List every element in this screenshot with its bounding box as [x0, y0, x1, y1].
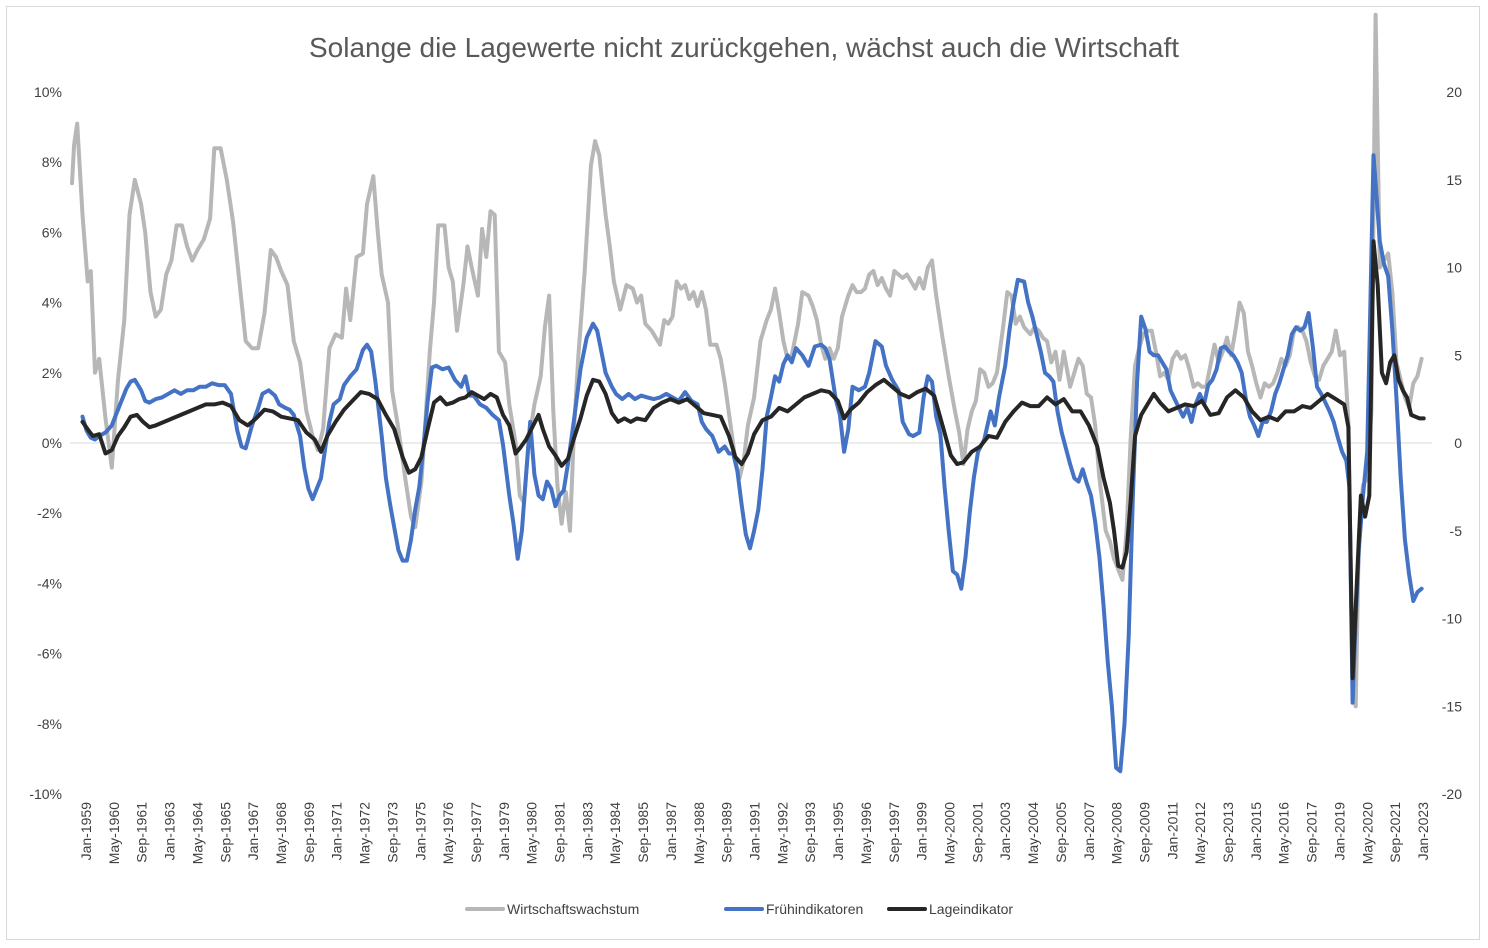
- legend-label: Wirtschaftswachstum: [507, 901, 639, 917]
- x-tick-label: Jan-1999: [914, 802, 930, 861]
- x-tick-label: Jan-1995: [830, 802, 846, 861]
- x-tick-label: May-1964: [189, 802, 205, 864]
- x-tick-label: Sep-1989: [719, 802, 735, 863]
- series-layer: [70, 12, 1426, 774]
- left-tick-label: 10%: [34, 84, 62, 100]
- left-tick-label: 0%: [42, 435, 62, 451]
- x-axis-ticks: Jan-1959 May-1960 Sep-1961 Jan-1963 May-1964…: [78, 802, 1431, 864]
- x-tick-label: Jan-1991: [747, 802, 763, 861]
- x-tick-label: May-2016: [1276, 802, 1292, 864]
- right-tick-label: 0: [1454, 435, 1462, 451]
- series-line-3: [80, 239, 1426, 681]
- legend-label: Lageindikator: [929, 901, 1013, 917]
- x-tick-label: Jan-2007: [1081, 802, 1097, 861]
- x-tick-label: May-1984: [607, 802, 623, 864]
- x-tick-label: Sep-1977: [468, 802, 484, 863]
- x-tick-label: May-1976: [440, 802, 456, 864]
- right-tick-label: -15: [1442, 698, 1462, 714]
- left-tick-label: 2%: [42, 365, 62, 381]
- right-tick-label: -10: [1442, 611, 1462, 627]
- series-line-2: [80, 153, 1424, 774]
- right-tick-label: -20: [1442, 786, 1462, 802]
- right-tick-label: 20: [1446, 84, 1462, 100]
- left-tick-label: 4%: [42, 295, 62, 311]
- x-tick-label: Sep-2021: [1387, 802, 1403, 863]
- left-tick-label: -2%: [37, 505, 62, 521]
- x-tick-label: Jan-2003: [997, 802, 1013, 861]
- x-tick-label: Sep-2013: [1220, 802, 1236, 863]
- right-tick-label: 5: [1454, 347, 1462, 363]
- x-tick-label: Sep-1969: [301, 802, 317, 863]
- x-tick-label: Sep-1973: [384, 802, 400, 863]
- x-tick-label: May-1968: [273, 802, 289, 864]
- x-tick-label: Sep-1993: [802, 802, 818, 863]
- x-tick-label: May-2000: [942, 802, 958, 864]
- right-tick-label: 10: [1446, 260, 1462, 276]
- x-tick-label: May-1992: [774, 802, 790, 864]
- left-tick-label: -6%: [37, 646, 62, 662]
- x-tick-label: May-1988: [691, 802, 707, 864]
- x-tick-label: Jan-1971: [329, 802, 345, 861]
- x-tick-label: Jan-1975: [412, 802, 428, 861]
- left-tick-label: -4%: [37, 575, 62, 591]
- left-tick-label: -8%: [37, 716, 62, 732]
- right-axis-ticks: 20 15 10 5 0 -5 -10 -15 -20: [1442, 84, 1462, 802]
- x-tick-label: May-1972: [357, 802, 373, 864]
- x-tick-label: Jan-1987: [663, 802, 679, 861]
- chart-title: Solange die Lagewerte nicht zurückgehen,…: [309, 32, 1179, 63]
- x-tick-label: Jan-1963: [162, 802, 178, 861]
- legend: Wirtschaftswachstum Frühindikatoren Lagein…: [465, 901, 1013, 917]
- x-tick-label: Sep-1961: [134, 802, 150, 863]
- right-tick-label: 15: [1446, 172, 1462, 188]
- x-tick-label: Jan-2019: [1331, 802, 1347, 861]
- x-tick-label: Sep-2009: [1137, 802, 1153, 863]
- left-tick-label: 8%: [42, 154, 62, 170]
- x-tick-label: Sep-2005: [1053, 802, 1069, 863]
- x-tick-label: Jan-2011: [1164, 802, 1180, 860]
- x-tick-label: Sep-1965: [217, 802, 233, 863]
- x-tick-label: Sep-2001: [969, 802, 985, 863]
- x-tick-label: Jan-1983: [579, 802, 595, 861]
- left-tick-label: -10%: [29, 786, 62, 802]
- left-tick-label: 6%: [42, 224, 62, 240]
- right-tick-label: -5: [1450, 523, 1463, 539]
- x-tick-label: Jan-2015: [1248, 802, 1264, 861]
- x-tick-label: May-2020: [1359, 802, 1375, 864]
- chart-frame: [6, 6, 1480, 940]
- x-tick-label: May-2012: [1192, 802, 1208, 864]
- x-tick-label: Jan-1959: [78, 802, 94, 861]
- x-tick-label: Sep-1997: [886, 802, 902, 863]
- x-tick-label: Sep-1985: [635, 802, 651, 863]
- x-tick-label: Sep-1981: [552, 802, 568, 863]
- x-tick-label: Jan-1979: [496, 802, 512, 861]
- x-tick-label: Jan-1967: [245, 802, 261, 861]
- x-tick-label: May-1980: [524, 802, 540, 864]
- legend-label: Frühindikatoren: [766, 901, 863, 917]
- x-tick-label: May-2008: [1109, 802, 1125, 864]
- x-tick-label: May-1996: [858, 802, 874, 864]
- x-tick-label: May-1960: [106, 802, 122, 864]
- x-tick-label: May-2004: [1025, 802, 1041, 864]
- series-line-1: [70, 12, 1424, 709]
- x-tick-label: Jan-2023: [1415, 802, 1431, 861]
- left-axis-ticks: 10% 8% 6% 4% 2% 0% -2% -4% -6% -8% -10%: [29, 84, 62, 802]
- x-tick-label: Sep-2017: [1304, 802, 1320, 863]
